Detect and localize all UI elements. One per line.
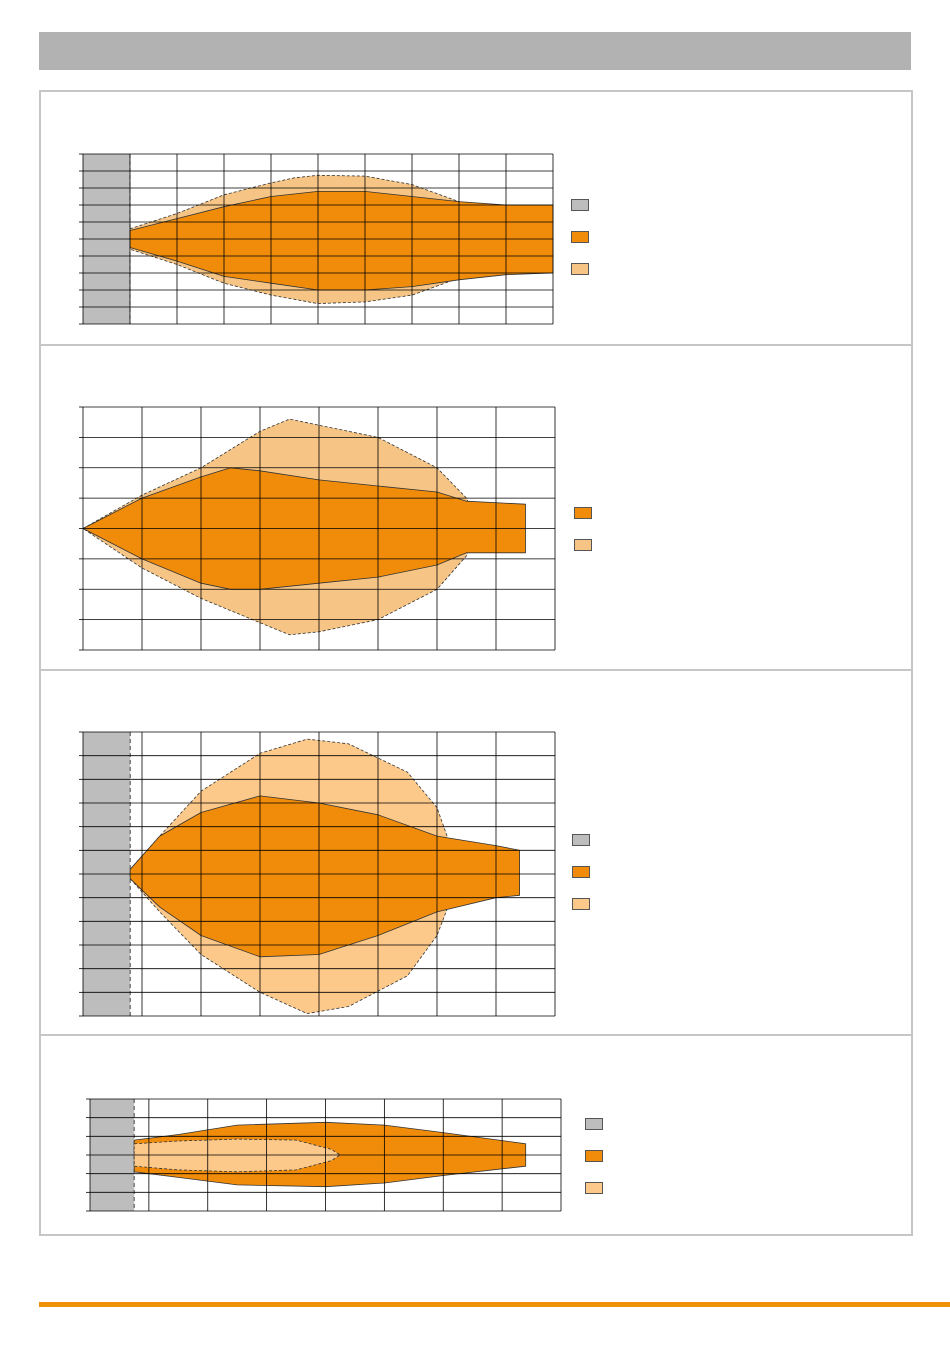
legend-item <box>571 263 731 279</box>
legend-swatch <box>585 1150 603 1162</box>
inner-zone-area <box>129 191 554 291</box>
chart-grid <box>79 153 554 325</box>
legend-item <box>571 199 731 215</box>
legend-swatch <box>571 199 589 211</box>
legend-swatch <box>574 539 592 551</box>
legend-swatch <box>585 1182 603 1194</box>
legend-swatch <box>571 231 589 243</box>
outer-zone-area <box>133 1138 341 1173</box>
legend-item <box>574 507 734 523</box>
panel-divider <box>41 1034 911 1036</box>
panel-divider <box>41 669 911 671</box>
chart-grid <box>86 1098 562 1212</box>
legend-swatch <box>574 507 592 519</box>
legend-item <box>574 539 734 555</box>
legend-swatch <box>572 898 590 910</box>
legend-item <box>585 1150 745 1166</box>
coverage-chart-1 <box>79 153 554 325</box>
legend-item <box>572 866 732 882</box>
content-frame <box>39 90 913 1236</box>
chart-grid <box>79 731 556 1017</box>
header-bar <box>39 32 911 70</box>
coverage-chart-4 <box>86 1098 562 1212</box>
footer-accent-bar <box>39 1302 950 1307</box>
legend-item <box>572 834 732 850</box>
legend-swatch <box>585 1118 603 1130</box>
legend-swatch <box>572 866 590 878</box>
chart-grid <box>79 406 556 651</box>
legend-item <box>572 898 732 914</box>
legend-swatch <box>572 834 590 846</box>
legend-item <box>585 1118 745 1134</box>
panel-divider <box>41 344 911 346</box>
legend-item <box>571 231 731 247</box>
coverage-chart-3 <box>79 731 556 1017</box>
coverage-chart-2 <box>79 406 556 651</box>
legend-item <box>585 1182 745 1198</box>
legend-swatch <box>571 263 589 275</box>
